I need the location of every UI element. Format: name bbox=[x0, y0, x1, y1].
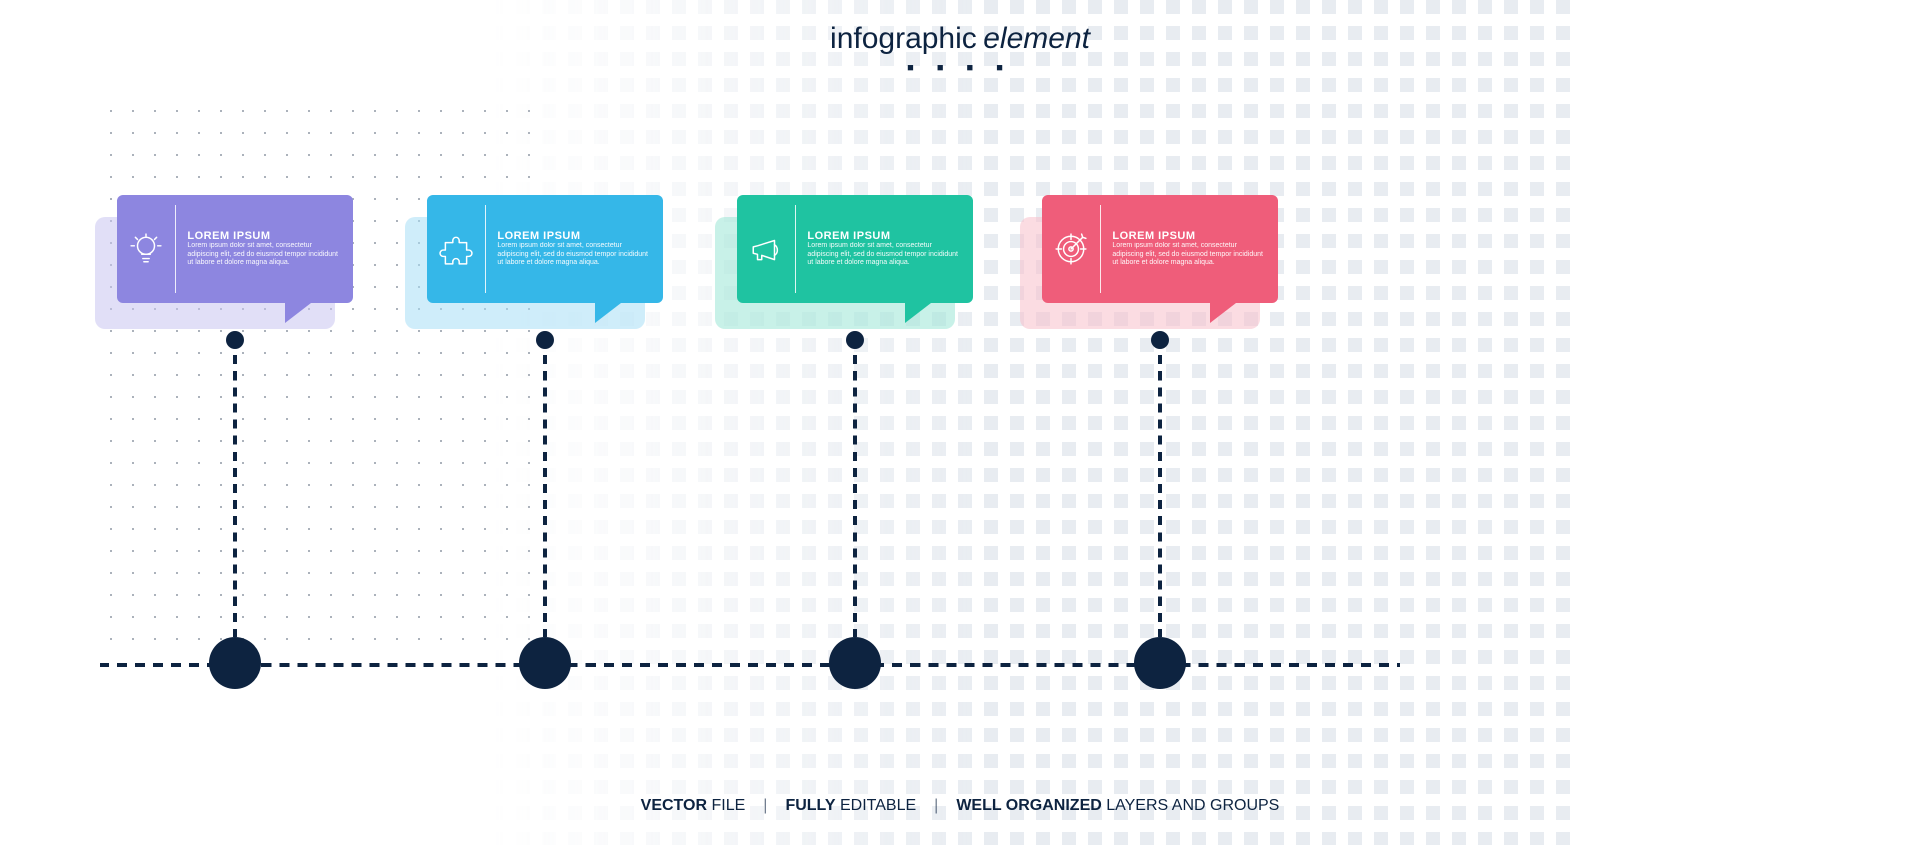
footer-features: VECTOR FILE | FULLY EDITABLE | WELL ORGANIZE… bbox=[641, 797, 1280, 815]
timeline-node bbox=[829, 637, 881, 689]
card-title: LOREM IPSUM bbox=[1112, 230, 1266, 242]
timeline-connector bbox=[233, 340, 237, 637]
card-body: Lorem ipsum dolor sit amet, consectetur … bbox=[1112, 242, 1266, 268]
timeline-card: LOREM IPSUMLorem ipsum dolor sit amet, c… bbox=[117, 195, 353, 303]
timeline-connector bbox=[543, 340, 547, 637]
timeline-card: LOREM IPSUMLorem ipsum dolor sit amet, c… bbox=[737, 195, 973, 303]
megaphone-icon bbox=[737, 195, 795, 303]
card-tail bbox=[285, 303, 311, 323]
page-title-word-b: element bbox=[983, 22, 1090, 55]
card-tail bbox=[595, 303, 621, 323]
card-title: LOREM IPSUM bbox=[187, 230, 341, 242]
timeline-connector-dot bbox=[226, 331, 244, 349]
card-tail bbox=[905, 303, 931, 323]
timeline-node bbox=[1134, 637, 1186, 689]
timeline-card: LOREM IPSUMLorem ipsum dolor sit amet, c… bbox=[1042, 195, 1278, 303]
footer-segment-strong: VECTOR bbox=[641, 797, 707, 814]
page-title-word-a: infographic bbox=[830, 22, 977, 55]
card-text: LOREM IPSUMLorem ipsum dolor sit amet, c… bbox=[175, 195, 353, 303]
card-title: LOREM IPSUM bbox=[497, 230, 651, 242]
timeline-connector bbox=[1158, 340, 1162, 637]
timeline-node bbox=[519, 637, 571, 689]
lightbulb-icon bbox=[117, 195, 175, 303]
timeline-connector-dot bbox=[1151, 331, 1169, 349]
card-text: LOREM IPSUMLorem ipsum dolor sit amet, c… bbox=[485, 195, 663, 303]
timeline-connector-dot bbox=[846, 331, 864, 349]
card-text: LOREM IPSUMLorem ipsum dolor sit amet, c… bbox=[795, 195, 973, 303]
card-front: LOREM IPSUMLorem ipsum dolor sit amet, c… bbox=[117, 195, 353, 303]
card-body: Lorem ipsum dolor sit amet, consectetur … bbox=[187, 242, 341, 268]
footer-segment-strong: FULLY bbox=[785, 797, 835, 814]
footer-separator: | bbox=[934, 797, 938, 814]
timeline-node bbox=[209, 637, 261, 689]
footer-segment-light: FILE bbox=[712, 797, 746, 814]
card-front: LOREM IPSUMLorem ipsum dolor sit amet, c… bbox=[427, 195, 663, 303]
footer-segment-light: LAYERS AND GROUPS bbox=[1106, 797, 1279, 814]
timeline: LOREM IPSUMLorem ipsum dolor sit amet, c… bbox=[0, 0, 1920, 845]
footer-segment-light: EDITABLE bbox=[840, 797, 916, 814]
card-text: LOREM IPSUMLorem ipsum dolor sit amet, c… bbox=[1100, 195, 1278, 303]
card-title: LOREM IPSUM bbox=[807, 230, 961, 242]
card-body: Lorem ipsum dolor sit amet, consectetur … bbox=[497, 242, 651, 268]
timeline-axis bbox=[100, 663, 1400, 667]
timeline-connector bbox=[853, 340, 857, 637]
page-title-dots: ■ ■ ■ ■ bbox=[830, 62, 1090, 74]
card-tail bbox=[1210, 303, 1236, 323]
puzzle-icon bbox=[427, 195, 485, 303]
timeline-connector-dot bbox=[536, 331, 554, 349]
timeline-card: LOREM IPSUMLorem ipsum dolor sit amet, c… bbox=[427, 195, 663, 303]
card-front: LOREM IPSUMLorem ipsum dolor sit amet, c… bbox=[1042, 195, 1278, 303]
target-icon bbox=[1042, 195, 1100, 303]
footer-segment-strong: WELL ORGANIZED bbox=[956, 797, 1101, 814]
footer-separator: | bbox=[763, 797, 767, 814]
page-title: infographic element ■ ■ ■ ■ bbox=[830, 22, 1090, 74]
card-front: LOREM IPSUMLorem ipsum dolor sit amet, c… bbox=[737, 195, 973, 303]
card-body: Lorem ipsum dolor sit amet, consectetur … bbox=[807, 242, 961, 268]
